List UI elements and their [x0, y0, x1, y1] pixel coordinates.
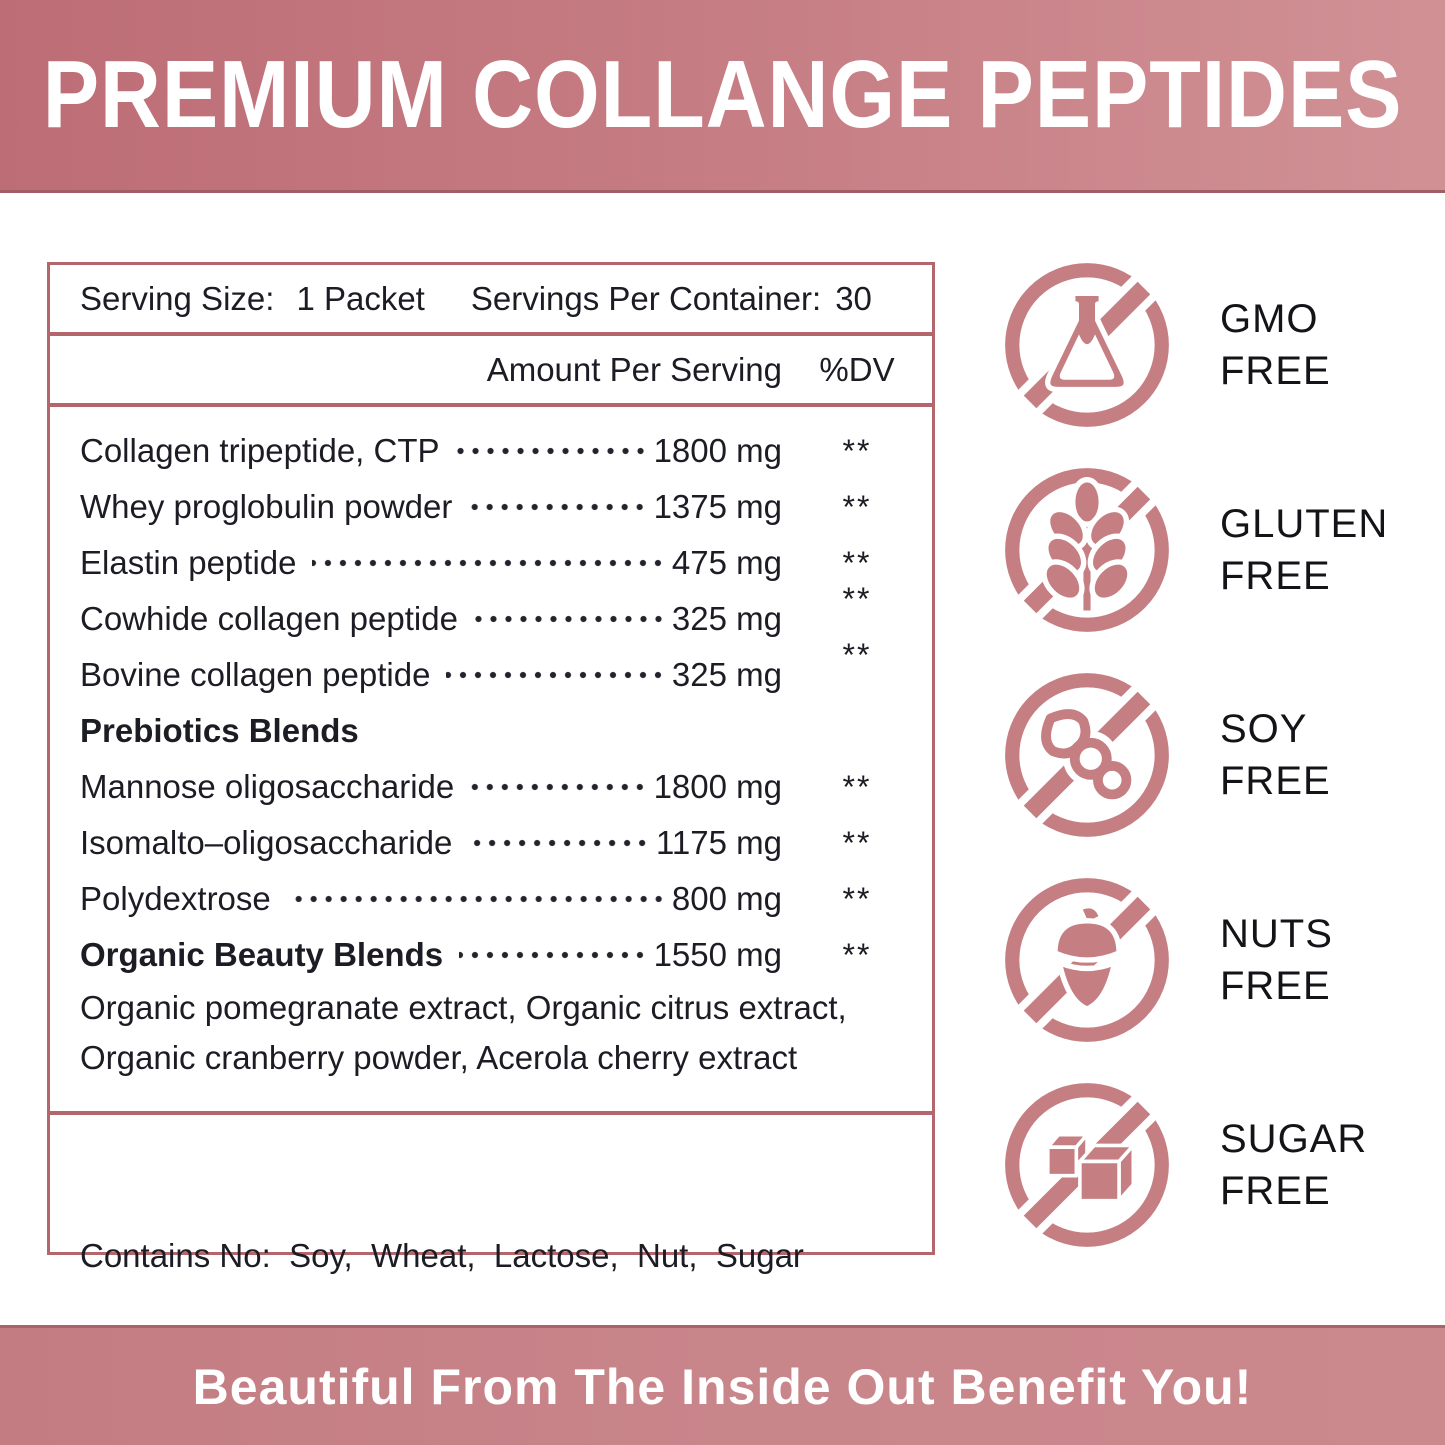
ingredient-name: Cowhide collagen peptide: [80, 600, 458, 637]
ingredient-amount: 325 mg: [671, 656, 782, 693]
dv-value: **: [842, 636, 872, 673]
ingredient-name: Mannose oligosaccharide: [80, 768, 455, 805]
ingredient-amount: 475 mg: [671, 544, 782, 581]
servings-per-container-label: Servings Per Container:: [470, 279, 822, 317]
dv-header: %DV: [819, 350, 895, 388]
ingredient-row: Cowhide collagen peptide 325 mg **: [80, 581, 932, 647]
badge-label-line: FREE: [1220, 1169, 1331, 1213]
badge-label-line: FREE: [1220, 759, 1331, 803]
serving-row: Serving Size: 1 Packet Servings Per Cont…: [50, 265, 932, 336]
ingredient-row: Polydextrose 800 mg **: [80, 871, 932, 927]
dot-leader: [455, 445, 648, 457]
badge-label-line: SOY: [1220, 707, 1308, 751]
dv-value: **: [842, 880, 872, 917]
ingredient-row: Bovine collagen peptide 325 mg **: [80, 637, 932, 703]
header-banner: PREMIUM COLLANGE PEPTIDES: [0, 0, 1445, 193]
ingredient-name: Collagen tripeptide, CTP: [80, 432, 440, 469]
dot-leader: [473, 613, 666, 625]
badge-label-line: NUTS: [1220, 912, 1333, 956]
dot-leader: [286, 893, 666, 905]
column-header-row: Amount Per Serving %DV: [50, 336, 932, 407]
ingredient-row: Isomalto–oligosaccharide 1175 mg **: [80, 815, 932, 871]
ingredient-name: Whey proglobulin powder: [80, 488, 453, 525]
dv-value: **: [842, 936, 872, 973]
dot-leader: [468, 501, 648, 513]
badge-label: GMO FREE: [1220, 293, 1331, 397]
ingredient-amount: 1800 mg: [653, 432, 782, 469]
ingredient-amount: 1175 mg: [656, 824, 782, 861]
ingredient-row: Mannose oligosaccharide 1800 mg **: [80, 759, 932, 815]
badge-item-gmo-free: GMO FREE: [998, 256, 1388, 434]
dv-value: **: [842, 824, 872, 861]
dot-leader: [459, 949, 648, 961]
ingredient-list: Collagen tripeptide, CTP 1800 mg ** Whey…: [50, 407, 932, 1083]
badge-label-line: GLUTEN: [1220, 502, 1389, 546]
badge-label-line: FREE: [1220, 349, 1331, 393]
ingredient-row: Elastin peptide 475 mg **: [80, 535, 932, 591]
supplement-facts-panel: Serving Size: 1 Packet Servings Per Cont…: [47, 262, 935, 1421]
ingredient-amount: 325 mg: [671, 600, 782, 637]
badge-label: NUTS FREE: [1220, 908, 1333, 1012]
ingredient-amount: 800 mg: [671, 880, 782, 917]
no-nuts-acorn-icon: [1005, 878, 1169, 1042]
ingredient-name: Polydextrose: [80, 880, 271, 917]
no-soy-pod-icon: [1005, 673, 1169, 837]
section-header-row: Prebiotics Blends: [80, 703, 932, 759]
dot-leader: [446, 669, 666, 681]
badge-label-line: GMO: [1220, 297, 1319, 341]
badge-label: GLUTEN FREE: [1220, 498, 1388, 602]
ingredient-row: Organic Beauty Blends 1550 mg **: [80, 927, 932, 983]
ingredient-amount: 1375 mg: [653, 488, 782, 525]
servings-per-container-value: 30: [835, 279, 872, 317]
no-gmo-flask-icon: [1005, 263, 1169, 427]
ingredient-name: Organic Beauty Blends: [80, 936, 444, 973]
serving-size-label: Serving Size:: [80, 279, 275, 317]
badge-label-line: SUGAR: [1220, 1117, 1368, 1161]
ingredient-amount: 1550 mg: [653, 936, 782, 973]
badge-label-line: FREE: [1220, 554, 1331, 598]
badge-item-gluten-free: GLUTEN FREE: [998, 461, 1388, 639]
dv-value: **: [842, 488, 872, 525]
no-gluten-wheat-icon: [1005, 468, 1169, 632]
dv-value: **: [842, 580, 872, 617]
serving-size-value: 1 Packet: [296, 279, 425, 317]
dot-leader: [470, 781, 648, 793]
ingredient-row: Whey proglobulin powder 1375 mg **: [80, 479, 932, 535]
badge-item-nuts-free: NUTS FREE: [998, 871, 1388, 1049]
contains-statement: Contains No: Soy, Wheat, Lactose, Nut, S…: [80, 1237, 804, 1274]
amount-per-serving-header: Amount Per Serving: [486, 350, 782, 388]
badge-list: GMO FREE GLU: [998, 256, 1388, 1254]
dot-leader: [468, 837, 651, 849]
badge-item-soy-free: SOY FREE: [998, 666, 1388, 844]
badge-item-sugar-free: SUGAR FREE: [998, 1076, 1388, 1254]
contains-section: Contains No: Soy, Wheat, Lactose, Nut, S…: [50, 1111, 932, 1421]
ingredient-name: Isomalto–oligosaccharide: [80, 824, 453, 861]
description-line: Organic pomegranate extract, Organic cit…: [80, 989, 847, 1026]
dv-value: **: [842, 432, 872, 469]
dv-value: **: [842, 768, 872, 805]
badge-label-line: FREE: [1220, 964, 1331, 1008]
badge-label: SOY FREE: [1220, 703, 1331, 807]
dv-value: **: [842, 544, 872, 581]
ingredient-amount: 1800 mg: [653, 768, 782, 805]
badge-label: SUGAR FREE: [1220, 1113, 1367, 1217]
footer-banner: Beautiful From The Inside Out Benefit Yo…: [0, 1325, 1445, 1445]
page-title: PREMIUM COLLANGE PEPTIDES: [42, 41, 1403, 148]
dot-leader: [312, 557, 666, 569]
ingredient-name: Elastin peptide: [80, 544, 297, 581]
ingredient-name: Bovine collagen peptide: [80, 656, 431, 693]
description-line: Organic cranberry powder, Acerola cherry…: [80, 1039, 798, 1076]
ingredient-row: Collagen tripeptide, CTP 1800 mg **: [80, 423, 932, 479]
no-sugar-cubes-icon: [1005, 1083, 1169, 1247]
section-header: Prebiotics Blends: [80, 712, 359, 749]
footer-tagline: Beautiful From The Inside Out Benefit Yo…: [192, 1358, 1253, 1415]
